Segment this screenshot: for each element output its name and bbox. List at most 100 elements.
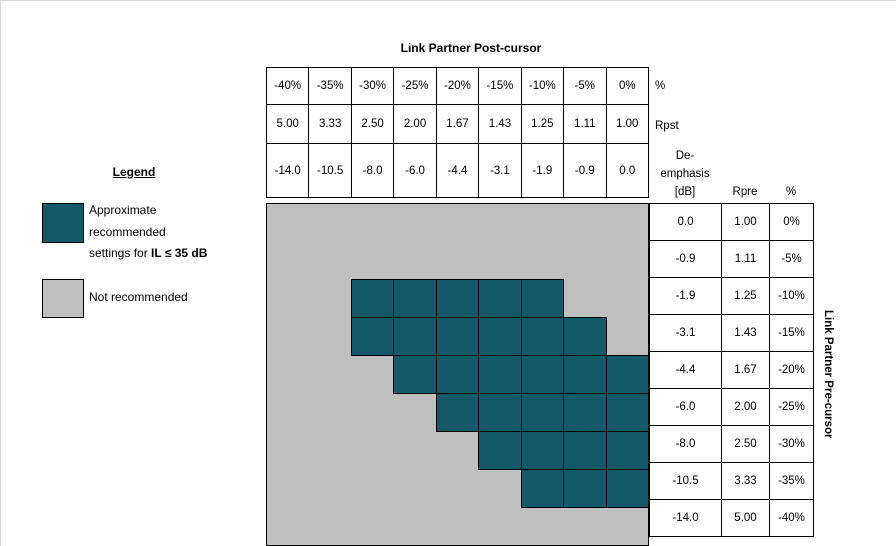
pre-cursor-rpre-cell: 1.43 bbox=[721, 314, 770, 352]
not-recommended-cell bbox=[563, 507, 606, 546]
not-recommended-cell bbox=[308, 317, 352, 356]
not-recommended-cell bbox=[308, 431, 352, 470]
recommended-cell bbox=[350, 279, 395, 318]
post-cursor-row-rpst: 5.00 3.33 2.50 2.00 1.67 1.43 1.25 1.11 1.00 bbox=[265, 104, 649, 144]
not-recommended-cell bbox=[266, 469, 309, 508]
post-cursor-row-percent: -40% -35% -30% -25% -20% -15% -10% -5% 0% bbox=[265, 67, 649, 105]
recommended-cell bbox=[435, 393, 480, 432]
deemphasis-unit-header: [dB] bbox=[674, 186, 696, 198]
pre-cursor-rpre-cell: 1.00 bbox=[721, 203, 770, 241]
not-recommended-cell bbox=[308, 507, 352, 546]
recommended-cell bbox=[478, 431, 522, 470]
not-recommended-cell bbox=[521, 203, 564, 242]
not-recommended-cell bbox=[606, 317, 649, 356]
recommended-cell bbox=[520, 279, 565, 318]
legend-il-threshold: IL ≤ 35 dB bbox=[151, 246, 208, 260]
post-cursor-row-deemphasis: -14.0 -10.5 -8.0 -6.0 -4.4 -3.1 -1.9 -0.9 0.0 bbox=[265, 143, 649, 198]
not-recommended-cell bbox=[351, 507, 394, 546]
recommended-cell bbox=[563, 469, 607, 508]
post-cursor-axis-title: Link Partner Post-cursor bbox=[400, 41, 542, 55]
post-cursor-percent-cell: -10% bbox=[520, 67, 565, 105]
recommended-cell bbox=[520, 355, 565, 394]
post-cursor-percent-cell: -25% bbox=[393, 67, 437, 105]
not-recommended-cell bbox=[436, 507, 479, 546]
post-cursor-percent-cell: -35% bbox=[308, 67, 352, 105]
recommended-cell bbox=[478, 279, 522, 318]
legend-recommended-label: Approximate recommended settings for IL … bbox=[89, 200, 207, 265]
post-cursor-header-table: -40% -35% -30% -25% -20% -15% -10% -5% 0% 5.00 3.3… bbox=[265, 67, 649, 198]
post-cursor-rpst-cell: 2.50 bbox=[350, 104, 395, 144]
post-cursor-deemphasis-cell: -1.9 bbox=[520, 143, 565, 198]
pre-cursor-row: -0.9 1.11 -5% bbox=[649, 240, 814, 278]
not-recommended-cell bbox=[478, 469, 522, 508]
not-recommended-cell bbox=[308, 241, 352, 280]
grid-row bbox=[266, 507, 649, 546]
recommended-cell bbox=[605, 355, 649, 394]
post-cursor-rpst-cell: 1.00 bbox=[605, 104, 649, 144]
pre-cursor-percent-header: % bbox=[785, 186, 797, 198]
recommended-cell bbox=[478, 393, 522, 432]
post-cursor-percent-label: % bbox=[655, 80, 666, 92]
not-recommended-cell bbox=[393, 431, 437, 470]
grid-row bbox=[266, 431, 649, 470]
not-recommended-cell bbox=[606, 507, 649, 546]
pre-cursor-row: -3.1 1.43 -15% bbox=[649, 314, 814, 352]
pre-cursor-row: -4.4 1.67 -20% bbox=[649, 351, 814, 389]
not-recommended-cell bbox=[308, 355, 352, 394]
not-recommended-cell bbox=[308, 469, 352, 508]
not-recommended-cell bbox=[393, 203, 437, 242]
not-recommended-cell bbox=[606, 241, 649, 280]
recommended-cell bbox=[350, 317, 395, 356]
not-recommended-cell bbox=[563, 203, 606, 242]
pre-cursor-percent-cell: -30% bbox=[769, 425, 814, 463]
pre-cursor-deemphasis-cell: -10.5 bbox=[649, 462, 722, 500]
not-recommended-cell bbox=[606, 203, 649, 242]
post-cursor-rpst-cell: 2.00 bbox=[393, 104, 437, 144]
post-cursor-percent-cell: -40% bbox=[265, 67, 310, 105]
not-recommended-cell bbox=[351, 469, 394, 508]
legend-not-recommended-swatch bbox=[42, 279, 84, 318]
grid-row bbox=[266, 469, 649, 508]
not-recommended-cell bbox=[351, 431, 394, 470]
recommended-cell bbox=[563, 393, 607, 432]
pre-cursor-rpre-cell: 5.00 bbox=[721, 499, 770, 537]
deemphasis-header-line2: emphasis bbox=[660, 168, 710, 180]
post-cursor-deemphasis-cell: -3.1 bbox=[478, 143, 522, 198]
grid-row bbox=[266, 241, 649, 280]
pre-cursor-deemphasis-cell: -1.9 bbox=[649, 277, 722, 315]
recommended-cell bbox=[393, 279, 437, 318]
pre-cursor-deemphasis-cell: -14.0 bbox=[649, 499, 722, 537]
not-recommended-cell bbox=[266, 203, 309, 242]
not-recommended-cell bbox=[266, 279, 309, 318]
not-recommended-cell bbox=[478, 507, 522, 546]
pre-cursor-axis-title: Link Partner Pre-cursor bbox=[822, 309, 834, 439]
pre-cursor-percent-cell: -35% bbox=[769, 462, 814, 500]
not-recommended-cell bbox=[351, 355, 394, 394]
post-cursor-rpst-cell: 3.33 bbox=[308, 104, 352, 144]
grid-row bbox=[266, 317, 649, 356]
not-recommended-cell bbox=[266, 241, 309, 280]
pre-cursor-column-headers: [dB] Rpre % bbox=[649, 183, 813, 201]
post-cursor-deemphasis-cell: -6.0 bbox=[393, 143, 437, 198]
not-recommended-cell bbox=[266, 431, 309, 470]
pre-cursor-row: 0.0 1.00 0% bbox=[649, 203, 814, 241]
pre-cursor-percent-cell: -20% bbox=[769, 351, 814, 389]
grid-row bbox=[266, 203, 649, 242]
post-cursor-table-body: -40% -35% -30% -25% -20% -15% -10% -5% 0% 5.00 3.3… bbox=[265, 67, 649, 198]
pre-cursor-percent-cell: -25% bbox=[769, 388, 814, 426]
recommended-cell bbox=[563, 355, 607, 394]
recommended-cell bbox=[605, 469, 649, 508]
post-cursor-deemphasis-cell: -8.0 bbox=[350, 143, 395, 198]
settings-grid-body bbox=[266, 203, 649, 546]
recommended-cell bbox=[605, 431, 649, 470]
pre-cursor-value-table: 0.0 1.00 0% -0.9 1.11 -5% -1.9 1.25 -10% -3.1 1.43… bbox=[649, 203, 814, 537]
not-recommended-cell bbox=[521, 241, 564, 280]
post-cursor-rpst-cell: 1.67 bbox=[435, 104, 480, 144]
legend-recommended-swatch bbox=[42, 203, 84, 243]
post-cursor-deemphasis-cell: -4.4 bbox=[435, 143, 480, 198]
not-recommended-cell bbox=[521, 507, 564, 546]
not-recommended-cell bbox=[308, 203, 352, 242]
pre-cursor-row: -1.9 1.25 -10% bbox=[649, 277, 814, 315]
recommended-cell bbox=[435, 355, 480, 394]
pre-cursor-percent-cell: -5% bbox=[769, 240, 814, 278]
